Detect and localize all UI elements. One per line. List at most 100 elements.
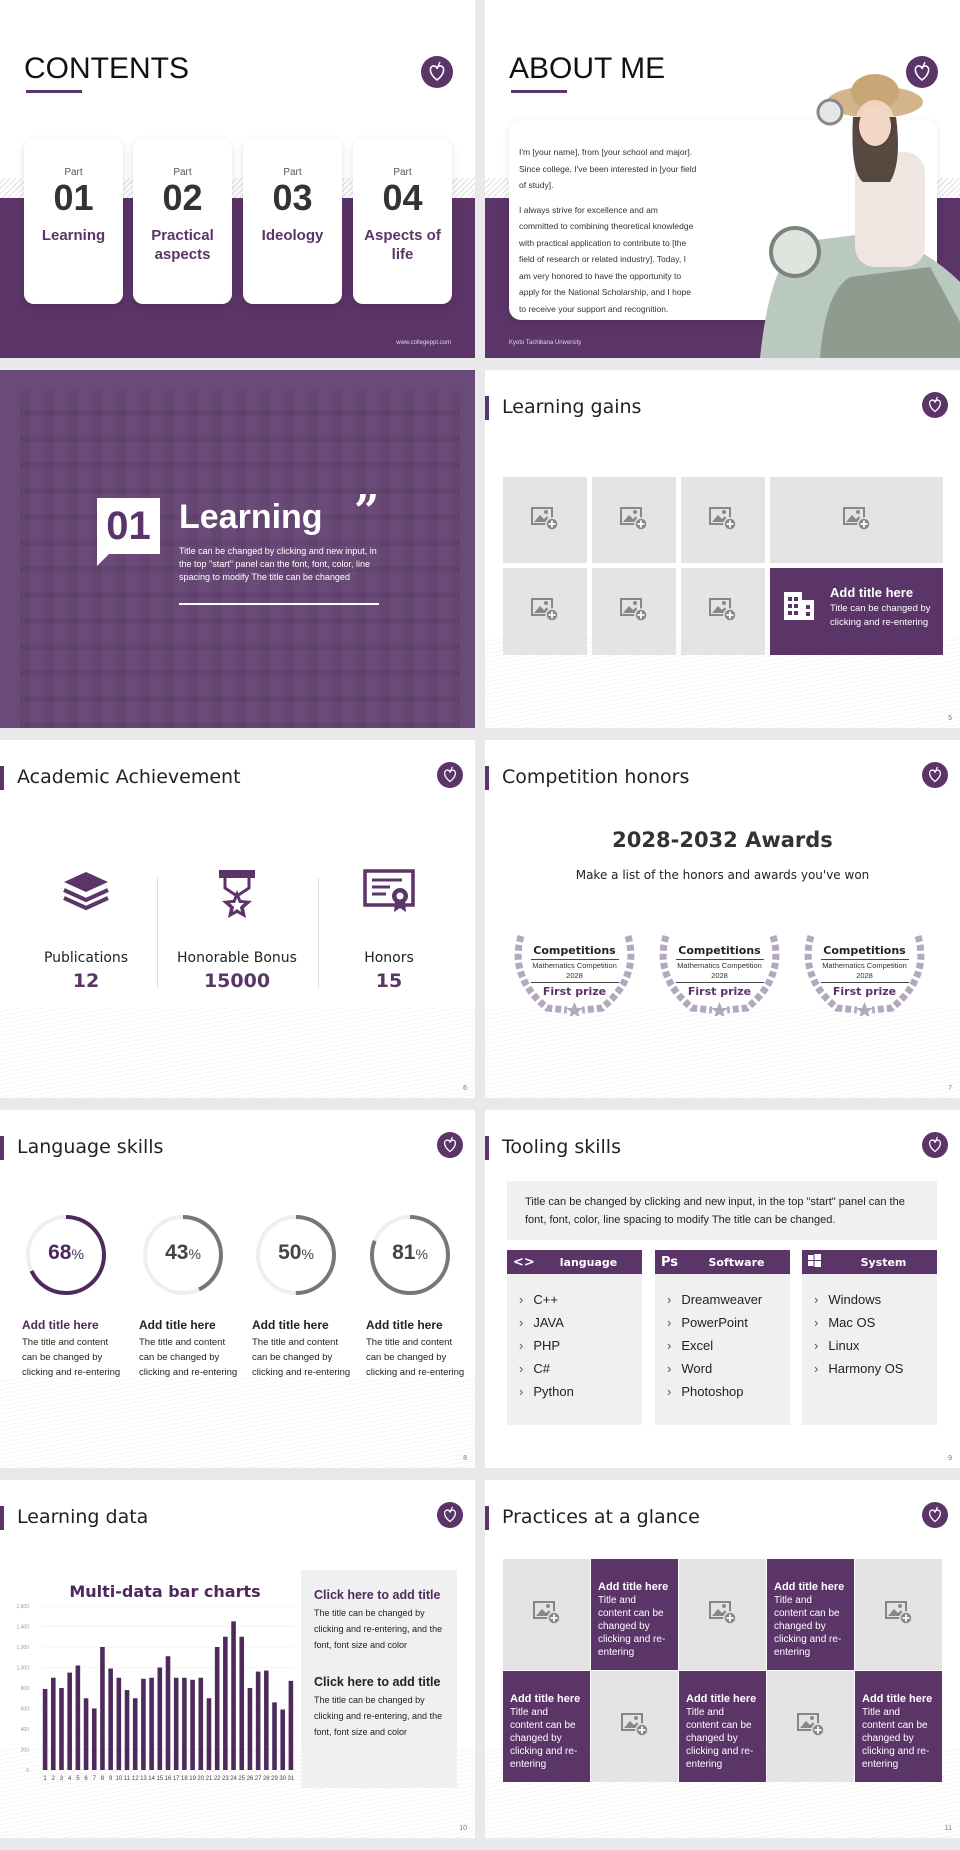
- y-tick-label: 600: [21, 1707, 30, 1713]
- contents-card-1[interactable]: Part 01 Learning: [24, 139, 123, 304]
- contents-card-2[interactable]: Part 02 Practical aspects: [133, 139, 232, 304]
- image-placeholder[interactable]: [503, 477, 587, 563]
- image-add-icon[interactable]: [532, 1600, 561, 1629]
- percent-sign: %: [71, 1246, 84, 1262]
- progress-number: 50: [278, 1241, 302, 1264]
- contents-card-4[interactable]: Part 04 Aspects of life: [353, 139, 452, 304]
- contents-card-3[interactable]: Part 03 Ideology: [243, 139, 342, 304]
- tile-title: Add title here: [598, 1581, 669, 1593]
- image-placeholder[interactable]: [591, 1671, 678, 1782]
- image-add-icon[interactable]: [531, 597, 559, 626]
- practice-tile[interactable]: Add title here Title and content can be c…: [767, 1559, 854, 1670]
- skill-title[interactable]: Add title here: [366, 1318, 443, 1332]
- bar: [132, 1698, 138, 1770]
- title-bar: [485, 1506, 489, 1530]
- achievement-label: Honorable Bonus: [177, 950, 297, 966]
- bar: [231, 1621, 236, 1770]
- windows-icon: [808, 1253, 830, 1271]
- y-tick-label: 0: [26, 1768, 29, 1774]
- image-add-icon[interactable]: [796, 1712, 825, 1741]
- x-tick-label: 28: [263, 1776, 270, 1782]
- skill-title[interactable]: Add title here: [22, 1318, 99, 1332]
- bar: [50, 1677, 56, 1770]
- skill-item: PowerPoint: [667, 1315, 790, 1338]
- tile-title: Add title here: [774, 1581, 845, 1593]
- image-add-icon[interactable]: [620, 1712, 649, 1741]
- image-placeholder[interactable]: [681, 568, 765, 655]
- title-underline: [26, 90, 82, 93]
- page-number: 9: [948, 1455, 952, 1462]
- slide-section-learning: 01 Learning ” Title can be changed by cl…: [0, 370, 475, 728]
- skill-title[interactable]: Add title here: [139, 1318, 216, 1332]
- books-icon: [58, 868, 114, 921]
- award-prize: First prize: [832, 985, 897, 998]
- part-label-text: Learning: [41, 227, 106, 244]
- page-title: CONTENTS: [24, 52, 189, 85]
- progress-ring: 68%: [24, 1213, 108, 1297]
- image-placeholder[interactable]: [592, 568, 676, 655]
- building-icon: [784, 592, 814, 620]
- part-label-text: Aspects of life: [364, 227, 441, 263]
- image-add-icon[interactable]: [620, 506, 648, 535]
- skill-item: JAVA: [519, 1315, 642, 1338]
- award-category: Competitions: [533, 944, 616, 957]
- section-number: 01: [97, 498, 160, 554]
- laurel-icon: [804, 935, 925, 1016]
- skill-item: C#: [519, 1361, 642, 1384]
- x-tick-label: 21: [206, 1776, 213, 1782]
- slide-title: Language skills: [17, 1136, 164, 1158]
- image-add-icon[interactable]: [709, 506, 737, 535]
- skill-text: The title and content can be changed by …: [22, 1337, 121, 1378]
- x-tick-label: 14: [148, 1776, 155, 1782]
- image-add-icon[interactable]: [884, 1600, 913, 1629]
- x-tick-label: 3: [60, 1776, 64, 1782]
- slide-competition-honors: Competition honors 2028-2032 Awards Make…: [485, 740, 960, 1098]
- skill-item: Excel: [667, 1338, 790, 1361]
- title-underline: [511, 90, 567, 93]
- image-placeholder[interactable]: [855, 1559, 942, 1670]
- skill-title[interactable]: Add title here: [252, 1318, 329, 1332]
- award-category: Competitions: [823, 944, 906, 957]
- achievement-value: 12: [72, 970, 100, 992]
- logo-icon: [906, 56, 938, 88]
- practice-tile[interactable]: Add title here Title and content can be c…: [855, 1671, 942, 1782]
- divider: [318, 878, 319, 988]
- image-placeholder[interactable]: [679, 1559, 766, 1670]
- practice-tile[interactable]: Add title here Title and content can be c…: [591, 1559, 678, 1670]
- column-header: System: [802, 1250, 937, 1274]
- image-placeholder[interactable]: [767, 1671, 854, 1782]
- x-tick-label: 2: [52, 1776, 56, 1782]
- skill-column-system: System WindowsMac OSLinuxHarmony OS: [802, 1250, 937, 1425]
- x-tick-label: 20: [197, 1776, 204, 1782]
- part-label: Part: [283, 167, 302, 178]
- image-placeholder[interactable]: [503, 568, 587, 655]
- practice-tile[interactable]: Add title here Title and content can be c…: [679, 1671, 766, 1782]
- image-add-icon[interactable]: [620, 597, 648, 626]
- slide-about-me: ABOUT ME I'm [your name], from [your sch…: [485, 0, 960, 358]
- image-add-icon[interactable]: [708, 1600, 737, 1629]
- skill-item: Harmony OS: [814, 1361, 937, 1384]
- progress-value: 81%: [368, 1241, 452, 1265]
- image-add-icon[interactable]: [531, 506, 559, 535]
- skill-item: Mac OS: [814, 1315, 937, 1338]
- image-add-icon[interactable]: [842, 506, 871, 535]
- x-tick-label: 5: [76, 1776, 80, 1782]
- bar: [149, 1677, 154, 1770]
- panel-title[interactable]: Click here to add title: [314, 1675, 441, 1689]
- skill-text: The title and content can be changed by …: [366, 1337, 465, 1378]
- image-placeholder[interactable]: [592, 477, 676, 563]
- tile-text: Title and content can be changed by clic…: [598, 1595, 666, 1658]
- speech-tail: [97, 554, 109, 566]
- panel-title[interactable]: Click here to add title: [314, 1588, 441, 1602]
- image-placeholder[interactable]: [503, 1559, 590, 1670]
- x-tick-label: 4: [68, 1776, 72, 1782]
- skill-item: C++: [519, 1292, 642, 1315]
- feature-tile[interactable]: Add title here Title can be changed by c…: [770, 568, 943, 655]
- practice-tile[interactable]: Add title here Title and content can be c…: [503, 1671, 590, 1782]
- bar: [42, 1689, 48, 1770]
- progress-arc: [143, 1215, 223, 1295]
- bar: [141, 1678, 146, 1770]
- image-placeholder[interactable]: [770, 477, 943, 563]
- image-placeholder[interactable]: [681, 477, 765, 563]
- image-add-icon[interactable]: [709, 597, 737, 626]
